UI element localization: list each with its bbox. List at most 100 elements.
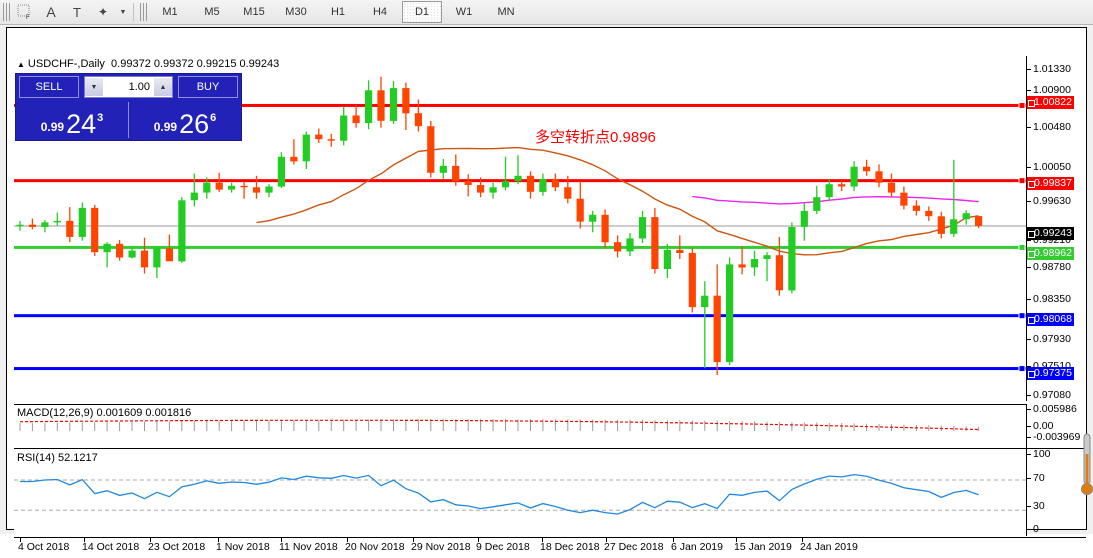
hline-handle[interactable] [1018, 243, 1026, 251]
candlestick-series [14, 76, 1026, 375]
date-tick [218, 538, 219, 542]
price-tick: 1.00900 [1027, 84, 1071, 96]
hline-handle[interactable] [1018, 101, 1026, 109]
timeframe-h4[interactable]: H4 [372, 6, 388, 18]
buy-button[interactable]: BUY [178, 76, 238, 98]
date-label: 20 Nov 2018 [345, 541, 405, 553]
timeframe-d1[interactable]: D1 [402, 1, 442, 23]
price-tag[interactable]: 0.99837 [1027, 177, 1074, 190]
toolbar-divider [133, 3, 134, 21]
date-label: 18 Dec 2018 [540, 541, 600, 553]
date-tick [20, 538, 21, 542]
date-tick [606, 538, 607, 542]
date-tick [150, 538, 151, 542]
date-label: 9 Dec 2018 [476, 541, 530, 553]
text-label-icon[interactable]: A [46, 4, 56, 20]
price-tick: 1.00050 [1027, 161, 1071, 173]
trade-panel-controls: SELL ▼ 1.00 ▲ BUY [16, 74, 241, 100]
sell-button[interactable]: SELL [19, 76, 79, 98]
timeframe-m30[interactable]: M30 [285, 6, 307, 18]
toolbar-grip[interactable] [3, 3, 10, 21]
date-tick [542, 538, 543, 542]
timeframe-h1[interactable]: H1 [330, 6, 346, 18]
scale-divider [1026, 448, 1087, 449]
hline-handle[interactable] [1018, 365, 1026, 373]
date-label: 4 Oct 2018 [18, 541, 70, 553]
volume-increase-icon[interactable]: ▲ [154, 78, 172, 96]
hline-last-price-0.99243[interactable] [14, 225, 1026, 227]
timeframe-m15[interactable]: M15 [243, 6, 265, 18]
hline-handle[interactable] [1018, 177, 1026, 185]
timeframe-m1[interactable]: M1 [162, 6, 178, 18]
rsi-indicator-pane[interactable] [14, 448, 1026, 537]
price-tag[interactable]: 1.00822 [1027, 96, 1074, 109]
sell-price-lead: 0.99 [40, 120, 65, 134]
chart-title: ▲ USDCHF-,Daily 0.99372 0.99372 0.99215 0… [17, 58, 279, 70]
chevron-down-icon[interactable]: ▼ [119, 8, 127, 16]
collapse-triangle-icon[interactable]: ▲ [17, 60, 25, 69]
price-tick: 1.01330 [1027, 63, 1071, 75]
price-scale[interactable]: 1.01330 1.00900 1.00480 1.00050 0.99630 0.992… [1026, 56, 1086, 401]
indicator-tick: 100 [1027, 448, 1051, 460]
volume-stepper[interactable]: ▼ 1.00 ▲ [84, 76, 173, 98]
date-label: 15 Jan 2019 [734, 541, 792, 553]
rsi-series [14, 473, 1026, 515]
hline-handle[interactable] [1018, 312, 1026, 320]
price-tag[interactable]: 0.97375 [1027, 367, 1074, 380]
crosshair-icon[interactable]: F [12, 1, 38, 23]
toolbar: F A T ✦ ▼ M1 M5 M15 M30 H1 H4 D1 W1 MN [0, 0, 1093, 25]
chart-frame: ▲ USDCHF-,Daily 0.99372 0.99372 0.99215 0… [6, 27, 1087, 553]
ma-brown [256, 146, 979, 256]
rsi-line [20, 473, 979, 515]
date-tick [413, 538, 414, 542]
indicator-tick: 0.00 [1027, 420, 1053, 432]
indicator-scale: 0.005986 0.00 -0.003969 100 70 30 0 [1026, 403, 1087, 536]
sell-price-fraction: 3 [97, 112, 104, 124]
date-tick [281, 538, 282, 542]
price-tick: 0.97930 [1027, 333, 1071, 345]
ma-magenta [692, 195, 979, 205]
macd-signal-line [19, 419, 979, 431]
macd-series [19, 419, 980, 432]
buy-price-big: 26 [179, 109, 210, 139]
quote-divider [128, 102, 129, 138]
text-box-icon[interactable]: T [73, 4, 81, 20]
macd-indicator-pane[interactable] [14, 404, 1026, 447]
one-click-trading-panel[interactable]: SELL ▼ 1.00 ▲ BUY 0.99 24 3 0.99 26 6 [15, 73, 242, 141]
timeframe-group: M1 M5 M15 M30 H1 H4 D1 W1 MN [149, 1, 527, 23]
buy-price-quote[interactable]: 0.99 26 6 [129, 100, 241, 140]
hline-support-0.98068[interactable] [14, 314, 1026, 318]
timeframe-mn[interactable]: MN [497, 6, 515, 18]
indicator-tick: 70 [1027, 472, 1045, 484]
volume-decrease-icon[interactable]: ▼ [85, 78, 103, 96]
price-tag[interactable]: 0.98068 [1027, 313, 1074, 326]
timeframe-grip[interactable] [140, 3, 147, 21]
date-tick [347, 538, 348, 542]
buy-price-lead: 0.99 [153, 120, 178, 134]
hline-resistance-1.00822[interactable] [14, 103, 1026, 107]
objects-icon[interactable]: ✦ [97, 5, 109, 19]
date-axis: 4 Oct 2018 14 Oct 2018 23 Oct 2018 1 Nov 20… [14, 537, 1086, 558]
chart-ohlc: 0.99372 0.99372 0.99215 0.99243 [111, 58, 280, 70]
date-tick [478, 538, 479, 542]
timeframe-m5[interactable]: M5 [204, 6, 220, 18]
date-label: 14 Oct 2018 [82, 541, 140, 553]
date-tick [84, 538, 85, 542]
hline-support-0.97375[interactable] [14, 367, 1026, 371]
price-tick: 0.98350 [1027, 293, 1071, 305]
chart-annotation: 多空转折点0.9896 [535, 129, 656, 146]
price-tick: 0.97080 [1027, 389, 1071, 401]
date-label: 27 Dec 2018 [604, 541, 664, 553]
timeframe-w1[interactable]: W1 [455, 6, 473, 18]
price-tick: 1.00480 [1027, 121, 1071, 133]
date-tick [802, 538, 803, 542]
indicator-tick: 0 [1027, 523, 1039, 535]
price-tag[interactable]: 0.98962 [1027, 247, 1074, 260]
hline-support-0.98962[interactable] [14, 245, 1026, 249]
price-tag[interactable]: 0.99243 [1027, 227, 1074, 240]
volume-value[interactable]: 1.00 [128, 81, 150, 93]
date-label: 23 Oct 2018 [148, 541, 206, 553]
sell-price-quote[interactable]: 0.99 24 3 [16, 100, 128, 140]
date-label: 24 Jan 2019 [800, 541, 858, 553]
sell-price-big: 24 [66, 109, 97, 139]
